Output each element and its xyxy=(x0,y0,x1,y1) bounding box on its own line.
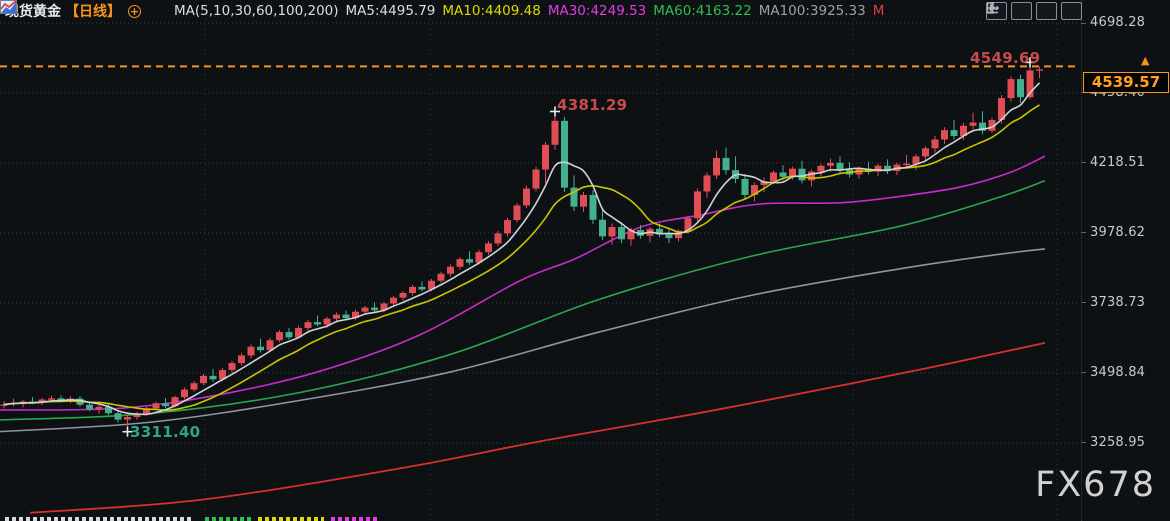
chart-forward-icon[interactable] xyxy=(986,2,1057,20)
ma100-value: MA100:3925.33 xyxy=(758,3,866,19)
price-up-arrow-icon: ▲ xyxy=(1141,54,1150,67)
last-price-badge: 4539.57 xyxy=(1083,72,1169,93)
add-indicator-icon[interactable]: + xyxy=(128,4,141,18)
clipped-text-segment xyxy=(258,517,324,521)
chart-header: 现货黄金 【日线】 + MA(5,10,30,60,100,200) MA5:4… xyxy=(0,0,1005,22)
axis-separator xyxy=(1081,0,1082,521)
y-axis-label: 4218.51 xyxy=(1090,154,1146,170)
high-price-label: 4549.69 xyxy=(970,49,1041,67)
y-axis-tick xyxy=(1081,22,1086,24)
ma200-line xyxy=(29,342,1046,514)
ma60-value: MA60:4163.22 xyxy=(653,3,752,19)
symbol-title: 现货黄金 xyxy=(5,4,61,20)
y-axis-label: 3978.62 xyxy=(1090,224,1146,240)
exit-icon[interactable] xyxy=(986,2,1082,20)
clipped-text-segment xyxy=(331,517,377,521)
peak-price-label: 4381.29 xyxy=(557,96,628,114)
ma-params-label: MA(5,10,30,60,100,200) xyxy=(174,3,339,19)
ma5-line xyxy=(3,82,1041,416)
fx678-watermark: FX678 xyxy=(1035,465,1156,505)
chart-type-icon[interactable] xyxy=(0,0,165,18)
chart-scale-icon[interactable] xyxy=(986,2,1032,20)
y-axis-label: 3258.95 xyxy=(1090,434,1146,450)
ma60-line xyxy=(0,179,1046,421)
y-axis-tick xyxy=(1081,232,1086,234)
ma10-value: MA10:4409.48 xyxy=(442,3,541,19)
ma10-line xyxy=(3,104,1040,412)
y-axis-tick xyxy=(1081,302,1086,304)
y-axis-label: 3498.84 xyxy=(1090,364,1146,380)
ma100-line xyxy=(0,248,1046,433)
ma5-value: MA5:4495.79 xyxy=(345,3,436,19)
ma200-value: M xyxy=(872,3,885,19)
clipped-text-segment xyxy=(205,517,251,521)
extreme-markers xyxy=(122,57,1035,437)
period-label: 【日线】 xyxy=(65,4,121,20)
ma30-value: MA30:4249.53 xyxy=(547,3,647,19)
clipped-text-segment xyxy=(5,517,191,521)
y-axis-label: 4698.28 xyxy=(1090,15,1146,30)
y-axis-tick xyxy=(1081,442,1086,444)
y-axis-label: 3738.73 xyxy=(1090,294,1146,310)
low-price-label: 3311.40 xyxy=(130,423,201,441)
y-axis-tick xyxy=(1081,372,1086,374)
y-axis-tick xyxy=(1081,162,1086,164)
chart-toolbar xyxy=(986,2,1082,20)
clipped-indicator-row xyxy=(0,517,1170,521)
